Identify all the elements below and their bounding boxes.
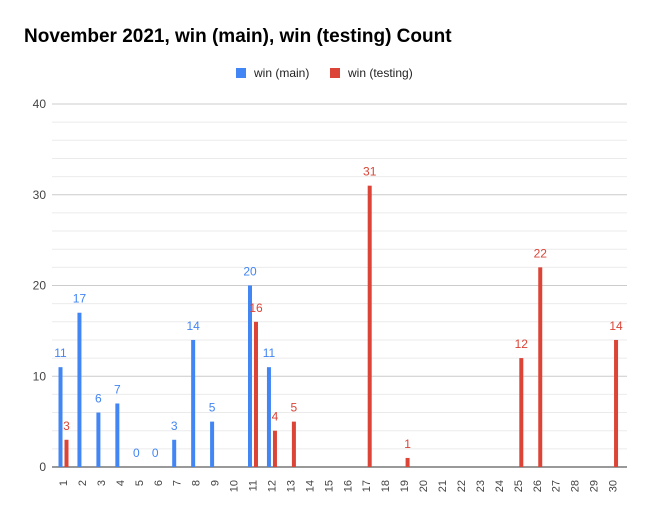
x-tick-label: 25 <box>513 480 525 492</box>
legend-swatch-main <box>236 68 246 78</box>
data-label-main-12: 11 <box>263 346 276 360</box>
x-tick-label: 11 <box>248 480 260 491</box>
data-label-testing-13: 5 <box>291 401 298 415</box>
bar-main-7 <box>172 439 177 467</box>
bar-main-3 <box>96 412 101 467</box>
x-tick-label: 1 <box>58 480 70 486</box>
x-tick-label: 9 <box>210 480 222 486</box>
bar-main-8 <box>191 339 196 467</box>
data-label-main-7: 3 <box>171 419 178 433</box>
data-label-main-5: 0 <box>133 446 140 460</box>
y-tick-label: 40 <box>33 97 47 111</box>
data-label-testing-11: 16 <box>249 301 263 315</box>
data-label-testing-19: 1 <box>404 437 411 451</box>
legend-label-testing: win (testing) <box>347 66 413 80</box>
x-tick-label: 13 <box>285 480 297 492</box>
x-tick-label: 20 <box>418 480 430 492</box>
x-tick-label: 29 <box>589 480 601 492</box>
x-tick-label: 2 <box>77 480 89 486</box>
data-label-testing-12: 4 <box>272 410 279 424</box>
x-tick-label: 10 <box>229 480 241 492</box>
x-tick-label: 17 <box>361 480 373 492</box>
x-tick-label: 26 <box>532 480 544 492</box>
bar-testing-11 <box>254 321 258 467</box>
x-tick-label: 15 <box>323 480 335 492</box>
bar-main-9 <box>210 421 215 467</box>
x-tick-label: 22 <box>456 480 468 492</box>
data-label-main-3: 6 <box>95 392 102 406</box>
data-label-testing-17: 31 <box>363 165 377 179</box>
bar-testing-19 <box>405 457 410 467</box>
x-tick-label: 24 <box>494 480 506 492</box>
x-tick-label: 5 <box>134 480 146 486</box>
bar-main-12 <box>266 367 271 467</box>
data-label-main-2: 17 <box>73 292 87 306</box>
bar-main-4 <box>115 403 120 467</box>
x-tick-label: 8 <box>191 480 203 486</box>
bar-testing-26 <box>538 267 543 467</box>
y-tick-label: 30 <box>33 188 47 202</box>
data-label-testing-1: 3 <box>63 419 70 433</box>
x-tick-label: 7 <box>172 480 184 486</box>
y-tick-label: 20 <box>33 279 47 293</box>
x-tick-label: 3 <box>96 480 108 486</box>
data-label-main-1: 11 <box>54 346 67 360</box>
x-tick-label: 6 <box>153 480 165 486</box>
data-label-main-11: 20 <box>243 265 257 279</box>
x-tick-label: 19 <box>399 480 411 492</box>
legend-swatch-testing <box>330 68 340 78</box>
x-tick-label: 4 <box>115 480 127 486</box>
bar-testing-1 <box>64 439 69 467</box>
data-label-testing-30: 14 <box>609 319 623 333</box>
x-tick-label: 30 <box>608 480 620 492</box>
data-label-main-6: 0 <box>152 446 159 460</box>
bar-testing-13 <box>291 421 296 467</box>
bar-main-2 <box>77 312 82 467</box>
x-tick-label: 27 <box>551 480 563 492</box>
data-label-testing-25: 12 <box>515 337 529 351</box>
bar-testing-12 <box>272 430 277 467</box>
x-tick-label: 28 <box>570 480 582 492</box>
bar-testing-25 <box>519 358 524 467</box>
data-label-testing-26: 22 <box>534 246 548 260</box>
bar-main-11 <box>248 285 252 467</box>
bar-main-1 <box>58 367 63 467</box>
data-label-main-9: 5 <box>209 401 216 415</box>
bar-testing-30 <box>614 339 619 467</box>
chart-title: November 2021, win (main), win (testing)… <box>24 26 452 47</box>
legend-label-main: win (main) <box>253 66 309 80</box>
y-tick-label: 10 <box>33 369 47 383</box>
x-tick-label: 18 <box>380 480 392 492</box>
y-tick-label: 0 <box>39 460 46 474</box>
bar-testing-17 <box>367 185 372 468</box>
data-label-main-8: 14 <box>186 319 200 333</box>
x-tick-label: 21 <box>437 480 449 492</box>
x-tick-label: 14 <box>304 480 316 492</box>
x-tick-label: 16 <box>342 480 354 492</box>
x-tick-label: 23 <box>475 480 487 492</box>
x-tick-label: 12 <box>266 480 278 492</box>
data-label-main-4: 7 <box>114 382 121 396</box>
